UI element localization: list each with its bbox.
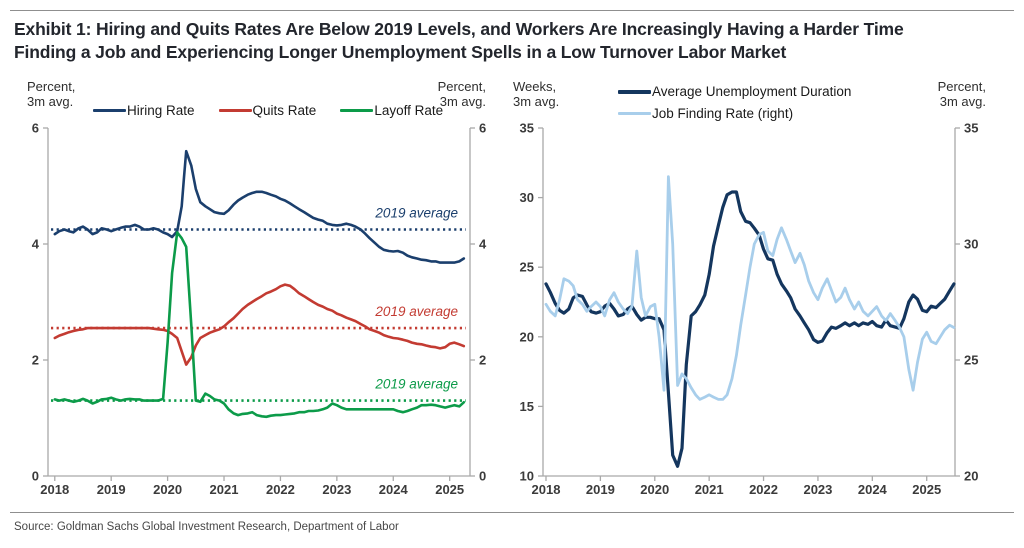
turnover-chart-legend: Hiring Rate Quits Rate Layoff Rate [93, 103, 443, 118]
right-axis-unit-label: Percent, 3m avg. [437, 79, 486, 109]
x-tick-label: 2020 [640, 482, 669, 497]
y-tick-label: 2 [32, 353, 39, 368]
y-tick-label: 6 [479, 121, 486, 136]
y-tick-label: 0 [479, 469, 486, 484]
x-tick-label: 2022 [266, 482, 295, 497]
x-tick-label: 2024 [858, 482, 888, 497]
exhibit-title: Exhibit 1: Hiring and Quits Rates Are Be… [14, 19, 904, 63]
bottom-divider [10, 512, 1014, 513]
x-tick-label: 2023 [322, 482, 351, 497]
y-tick-label: 20 [964, 469, 978, 484]
legend-item-unemployment-duration: Average Unemployment Duration [618, 84, 851, 99]
x-tick-label: 2021 [695, 482, 724, 497]
x-tick-label: 2019 [586, 482, 615, 497]
series-job-finding-rate-right- [544, 175, 956, 401]
legend-label-quits-rate: Quits Rate [252, 103, 317, 118]
unemployment-duration-line-icon [618, 89, 651, 94]
legend-label-unemployment-duration: Average Unemployment Duration [652, 84, 852, 99]
hiring-rate-line-icon [93, 109, 126, 112]
legend-item-layoff-rate: Layoff Rate [340, 103, 443, 118]
legend-label-layoff-rate: Layoff Rate [374, 103, 444, 118]
y-tick-label: 20 [520, 329, 534, 344]
x-tick-label: 2019 [97, 482, 126, 497]
turnover-rates-plot: 0 2 4 6 0 2 4 6 2018 2019 2020 2021 2022 2023 2024 2025… [32, 121, 487, 498]
y-tick-label: 10 [520, 469, 534, 484]
y-tick-label: 25 [520, 260, 534, 275]
source-note: Source: Goldman Sachs Global Investment … [14, 521, 399, 533]
y-tick-label: 25 [964, 353, 978, 368]
x-tick-label: 2025 [912, 482, 941, 497]
x-tick-label: 2018 [532, 482, 561, 497]
turnover-rates-chart: Percent, 3m avg. Percent, 3m avg. Hiring… [0, 79, 500, 510]
y-tick-label: 0 [32, 469, 39, 484]
reference-line-label: 2019 average [374, 377, 458, 392]
y-tick-label: 30 [520, 190, 534, 205]
reference-line-label: 2019 average [374, 206, 458, 221]
series-average-unemployment-duration [544, 190, 956, 468]
right-axis-unit-label: Percent, 3m avg. [937, 79, 986, 109]
y-tick-label: 15 [520, 399, 534, 414]
job-finding-rate-line-icon [618, 112, 651, 115]
series-layoff-rate [53, 231, 466, 419]
y-tick-label: 4 [479, 237, 487, 252]
y-tick-label: 6 [32, 121, 39, 136]
layoff-rate-line-icon [340, 109, 374, 112]
x-tick-label: 2018 [40, 482, 69, 497]
duration-chart-legend: Average Unemployment Duration Job Findin… [618, 84, 851, 121]
legend-label-hiring-rate: Hiring Rate [127, 103, 195, 118]
top-divider [10, 10, 1014, 11]
legend-item-job-finding-rate: Job Finding Rate (right) [618, 106, 851, 121]
legend-item-hiring-rate: Hiring Rate [93, 103, 195, 118]
y-tick-label: 4 [32, 237, 40, 252]
x-tick-label: 2021 [210, 482, 239, 497]
x-tick-label: 2024 [379, 482, 409, 497]
left-axis-unit-label: Percent, 3m avg. [27, 79, 76, 109]
unemployment-duration-chart: Weeks, 3m avg. Percent, 3m avg. Average … [500, 79, 1024, 510]
reference-line-label: 2019 average [374, 304, 458, 319]
x-tick-label: 2023 [803, 482, 832, 497]
legend-item-quits-rate: Quits Rate [218, 103, 317, 118]
y-tick-label: 30 [964, 237, 978, 252]
series-hiring-rate [53, 149, 466, 264]
y-tick-label: 2 [479, 353, 486, 368]
y-tick-label: 35 [520, 121, 534, 136]
series-quits-rate [53, 283, 466, 366]
x-tick-label: 2022 [749, 482, 778, 497]
x-tick-label: 2025 [435, 482, 464, 497]
legend-label-job-finding-rate: Job Finding Rate (right) [652, 106, 794, 121]
y-tick-label: 35 [964, 121, 978, 136]
left-axis-unit-label: Weeks, 3m avg. [513, 79, 560, 109]
x-tick-label: 2020 [153, 482, 182, 497]
quits-rate-line-icon [218, 109, 252, 112]
